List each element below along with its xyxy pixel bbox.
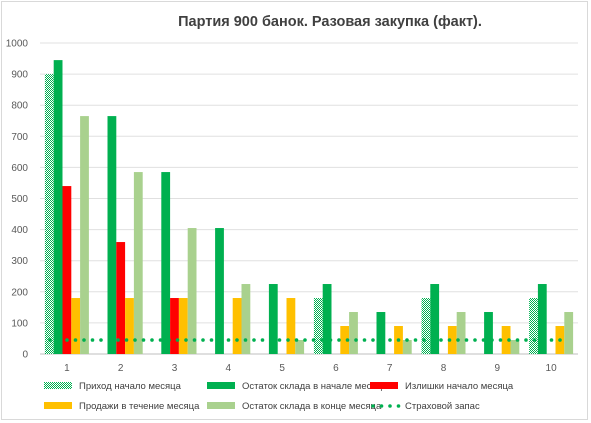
y-tick-label: 400 bbox=[11, 225, 28, 236]
bar bbox=[44, 74, 54, 354]
bar bbox=[484, 312, 493, 354]
legend-item: Остаток склада в конце месяца bbox=[207, 401, 382, 412]
bar bbox=[295, 340, 305, 354]
legend-label: Излишки начало месяца bbox=[405, 381, 514, 392]
legend: Приход начало месяца Остаток склада в нач… bbox=[44, 381, 514, 412]
bar bbox=[215, 228, 224, 354]
bar bbox=[564, 312, 574, 354]
bar bbox=[241, 284, 251, 354]
y-tick-label: 900 bbox=[11, 70, 28, 81]
y-tick-label: 600 bbox=[11, 163, 28, 174]
bar bbox=[421, 298, 431, 354]
bar bbox=[313, 298, 323, 354]
y-tick-labels: 0 100 200 300 400 500 600 700 800 900 1000 bbox=[6, 39, 29, 361]
y-tick-label: 100 bbox=[11, 318, 28, 329]
bar bbox=[349, 312, 358, 354]
bar bbox=[107, 116, 117, 354]
legend-swatch-dot bbox=[371, 404, 375, 408]
legend-swatch bbox=[44, 382, 72, 389]
bar bbox=[402, 340, 412, 354]
x-tick-label: 1 bbox=[64, 363, 70, 374]
legend-swatch bbox=[207, 402, 235, 409]
legend-item: Страховой запас bbox=[371, 401, 480, 412]
bar bbox=[529, 298, 538, 354]
bar bbox=[187, 228, 197, 354]
bar bbox=[178, 298, 188, 354]
bar bbox=[125, 298, 134, 354]
y-tick-label: 200 bbox=[11, 287, 28, 298]
y-tick-label: 500 bbox=[11, 194, 28, 205]
bar bbox=[268, 284, 278, 354]
y-tick-label: 1000 bbox=[6, 39, 29, 50]
bar bbox=[286, 298, 296, 354]
legend-label: Страховой запас bbox=[405, 401, 480, 412]
x-tick-label: 10 bbox=[546, 363, 558, 374]
legend-item: Приход начало месяца bbox=[44, 381, 182, 392]
x-tick-label: 4 bbox=[226, 363, 232, 374]
legend-swatch bbox=[44, 402, 72, 409]
bar bbox=[340, 326, 350, 354]
bar bbox=[161, 172, 171, 354]
bar bbox=[537, 284, 547, 354]
bar bbox=[62, 186, 72, 354]
bar bbox=[80, 116, 89, 354]
bar bbox=[510, 340, 520, 354]
bar bbox=[116, 242, 126, 354]
gridlines bbox=[40, 42, 578, 355]
legend-swatch-dot bbox=[388, 404, 392, 408]
x-tick-labels: 1 2 3 4 5 6 7 8 9 10 bbox=[64, 363, 557, 374]
x-tick-label: 8 bbox=[441, 363, 447, 374]
legend-label: Продажи в течение месяца bbox=[79, 401, 200, 412]
y-tick-label: 700 bbox=[11, 132, 28, 143]
bar bbox=[53, 60, 63, 355]
x-tick-label: 3 bbox=[172, 363, 178, 374]
legend-swatch-dot bbox=[396, 404, 401, 408]
legend-swatch bbox=[370, 382, 398, 389]
legend-swatch-dot bbox=[379, 404, 384, 408]
legend-swatch bbox=[207, 382, 235, 389]
bar bbox=[322, 284, 332, 354]
legend-item: Продажи в течение месяца bbox=[44, 401, 200, 412]
bar bbox=[501, 326, 511, 354]
legend-label: Приход начало месяца bbox=[79, 381, 182, 392]
y-tick-label: 300 bbox=[11, 256, 28, 267]
bar bbox=[456, 312, 466, 354]
legend-label: Остаток склада в конце месяца bbox=[242, 401, 382, 412]
bar bbox=[232, 298, 242, 354]
x-tick-label: 2 bbox=[118, 363, 124, 374]
bar bbox=[447, 326, 457, 354]
bars bbox=[44, 60, 574, 355]
chart-title: Партия 900 банок. Разовая закупка (факт)… bbox=[178, 14, 482, 30]
legend-item: Остаток склада в начале месяца bbox=[207, 381, 388, 392]
bar bbox=[430, 284, 440, 354]
legend-label: Остаток склада в начале месяца bbox=[242, 381, 388, 392]
legend-item: Излишки начало месяца bbox=[370, 381, 514, 392]
bar bbox=[71, 298, 81, 354]
x-tick-label: 9 bbox=[495, 363, 501, 374]
x-tick-label: 7 bbox=[387, 363, 393, 374]
x-tick-label: 5 bbox=[279, 363, 285, 374]
bar bbox=[170, 298, 179, 354]
y-tick-label: 0 bbox=[22, 350, 28, 361]
bar bbox=[376, 312, 386, 354]
bar bbox=[133, 172, 143, 354]
y-tick-label: 800 bbox=[11, 101, 28, 112]
x-tick-label: 6 bbox=[333, 363, 339, 374]
